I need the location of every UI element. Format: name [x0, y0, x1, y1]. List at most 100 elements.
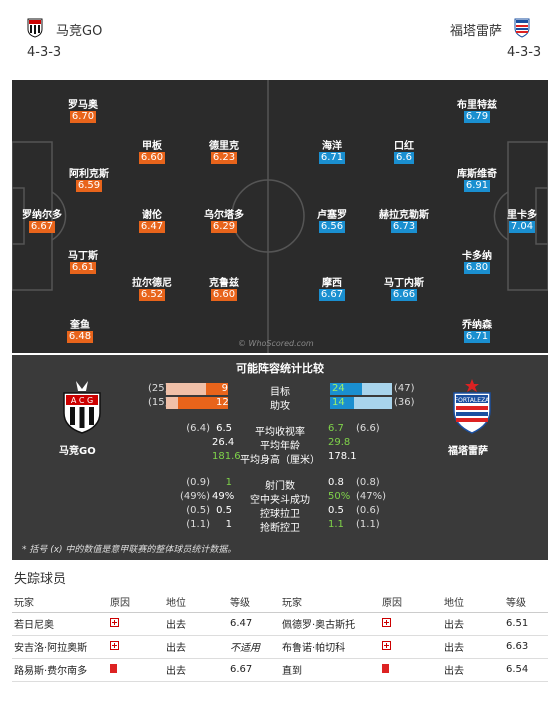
home-formation: 4-3-3: [27, 45, 62, 60]
home-stat-value: 26.4: [212, 437, 235, 448]
away-player[interactable]: 库斯维奇 6.91: [445, 165, 509, 192]
player-name[interactable]: 直到: [280, 658, 380, 682]
player-rating: 6.60: [138, 152, 166, 164]
home-bar-value: 12: [216, 397, 229, 408]
player-rating: 7.04: [508, 221, 536, 233]
home-stat-value: 181.6: [212, 451, 241, 462]
pitch: 罗马奥 6.70 阿利克斯 6.59 罗纳尔多 6.67 马丁斯 6.61 奎鱼 6.48…: [12, 80, 548, 353]
away-player[interactable]: 摩西 6.67: [300, 274, 364, 301]
home-bar-fill: [178, 397, 228, 409]
pitch-lines: [12, 80, 548, 353]
home-stats-label: 马竞GO: [59, 446, 96, 457]
home-total-value: (0.9): [186, 477, 210, 488]
bar-label: 目标: [270, 387, 290, 398]
away-stat-value: 29.8: [328, 437, 351, 448]
player-name: 摩西: [322, 278, 342, 289]
away-player[interactable]: 口红 6.6: [372, 137, 436, 164]
reason-cell: [380, 658, 442, 682]
col-rating: 等级: [228, 591, 280, 613]
player-name: 奎鱼: [70, 320, 90, 331]
home-player[interactable]: 谢伦 6.47: [120, 206, 184, 233]
home-player[interactable]: 甲板 6.60: [120, 137, 184, 164]
away-player[interactable]: 乔纳森 6.71: [445, 316, 509, 343]
player-name[interactable]: 佩德罗·奥古斯托: [280, 612, 380, 636]
away-bar-value: 14: [332, 397, 345, 408]
reason-cell: [380, 612, 442, 636]
player-name[interactable]: 安吉洛·阿拉奥斯: [12, 635, 108, 659]
reason-cell: [108, 658, 164, 682]
away-stat-value: 6.7: [328, 423, 344, 434]
home-player[interactable]: 乌尔塔多 6.29: [192, 206, 256, 233]
player-rating: 6.79: [463, 111, 491, 123]
away-player[interactable]: 里卡多 7.04: [490, 206, 548, 233]
away-player[interactable]: 海洋 6.71: [300, 137, 364, 164]
home-crest-icon: [27, 18, 43, 38]
away-player[interactable]: 卢塞罗 6.56: [300, 206, 364, 233]
injury-icon: [382, 640, 391, 650]
home-total-value: (49%): [180, 491, 211, 502]
col-rating: 等级: [504, 591, 548, 613]
player-name[interactable]: 布鲁诺·帕切科: [280, 635, 380, 659]
injury-icon: [382, 617, 391, 627]
player-name: 口红: [394, 141, 414, 152]
player-rating: 6.80: [463, 262, 491, 274]
injury-icon: [110, 617, 119, 627]
player-name: 德里克: [209, 141, 239, 152]
home-stat-value: 1: [225, 477, 232, 488]
away-stat-value: 178.1: [328, 451, 357, 462]
lineup-stats-panel: 可能阵容统计比较 A C G 马竞GO FORTALEZA 福塔雷萨 (25) 9…: [12, 355, 548, 560]
player-name: 马丁斯: [68, 251, 98, 262]
home-stat-value: 6.5: [216, 423, 232, 434]
away-total-value: (0.6): [356, 505, 380, 516]
rating-cell: 不适用: [228, 635, 280, 659]
home-player[interactable]: 马丁斯 6.61: [51, 247, 115, 274]
home-total-value: (1.1): [186, 519, 210, 530]
reason-cell: [108, 612, 164, 636]
away-team-name[interactable]: 福塔雷萨: [450, 24, 503, 39]
home-stat-value: 1: [225, 519, 232, 530]
stat-label: 平均年龄: [260, 441, 300, 452]
home-player[interactable]: 德里克 6.23: [192, 137, 256, 164]
player-rating: 6.73: [390, 221, 418, 233]
home-team-name[interactable]: 马竞GO: [56, 24, 103, 39]
away-stat-value: 0.8: [328, 477, 344, 488]
away-total-value: (6.6): [356, 423, 380, 434]
player-name: 马丁内斯: [384, 278, 424, 289]
stat-label: 抢断控卫: [260, 523, 300, 534]
home-player[interactable]: 拉尔德尼 6.52: [120, 274, 184, 301]
match-header: 马竞GO 4-3-3 福塔雷萨 4-3-3: [0, 0, 548, 78]
home-player[interactable]: 阿利克斯 6.59: [57, 165, 121, 192]
away-bar-value: 24: [332, 383, 345, 394]
player-rating: 6.56: [318, 221, 346, 233]
home-player[interactable]: 罗马奥 6.70: [51, 96, 115, 123]
status-cell: 出去: [164, 658, 228, 682]
home-player[interactable]: 克鲁兹 6.60: [192, 274, 256, 301]
col-player: 玩家: [12, 591, 108, 613]
home-player[interactable]: 奎鱼 6.48: [48, 316, 112, 343]
stat-label: 平均身高（厘米）: [240, 455, 320, 466]
player-name[interactable]: 若日尼奥: [12, 612, 108, 636]
status-cell: 出去: [442, 612, 504, 636]
col-status: 地位: [442, 591, 504, 613]
player-rating: 6.66: [390, 289, 418, 301]
away-total-value: (47%): [356, 491, 387, 502]
away-player[interactable]: 马丁内斯 6.66: [372, 274, 436, 301]
rating-cell: 6.67: [228, 658, 280, 682]
watermark: © WhoScored.com: [238, 339, 314, 348]
away-player[interactable]: 卡多纳 6.80: [445, 247, 509, 274]
away-player[interactable]: 布里特兹 6.79: [445, 96, 509, 123]
player-name: 赫拉克勒斯: [379, 210, 429, 221]
home-player[interactable]: 罗纳尔多 6.67: [12, 206, 74, 233]
player-rating: 6.60: [210, 289, 238, 301]
status-cell: 出去: [164, 612, 228, 636]
away-player[interactable]: 赫拉克勒斯 6.73: [372, 206, 436, 233]
away-stat-value: 50%: [328, 491, 351, 502]
rating-cell: 6.54: [504, 658, 548, 682]
player-name: 库斯维奇: [457, 169, 497, 180]
col-reason: 原因: [108, 591, 164, 613]
reason-cell: [108, 635, 164, 659]
player-name[interactable]: 路易斯·费尔南多: [12, 658, 108, 682]
player-rating: 6.91: [463, 180, 491, 192]
player-rating: 6.71: [463, 331, 491, 343]
rating-cell: 6.47: [228, 612, 280, 636]
